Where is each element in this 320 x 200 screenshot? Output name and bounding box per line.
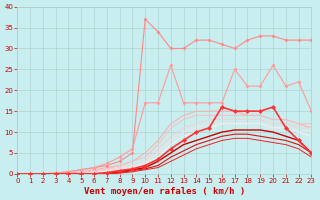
X-axis label: Vent moyen/en rafales ( km/h ): Vent moyen/en rafales ( km/h ) bbox=[84, 187, 245, 196]
